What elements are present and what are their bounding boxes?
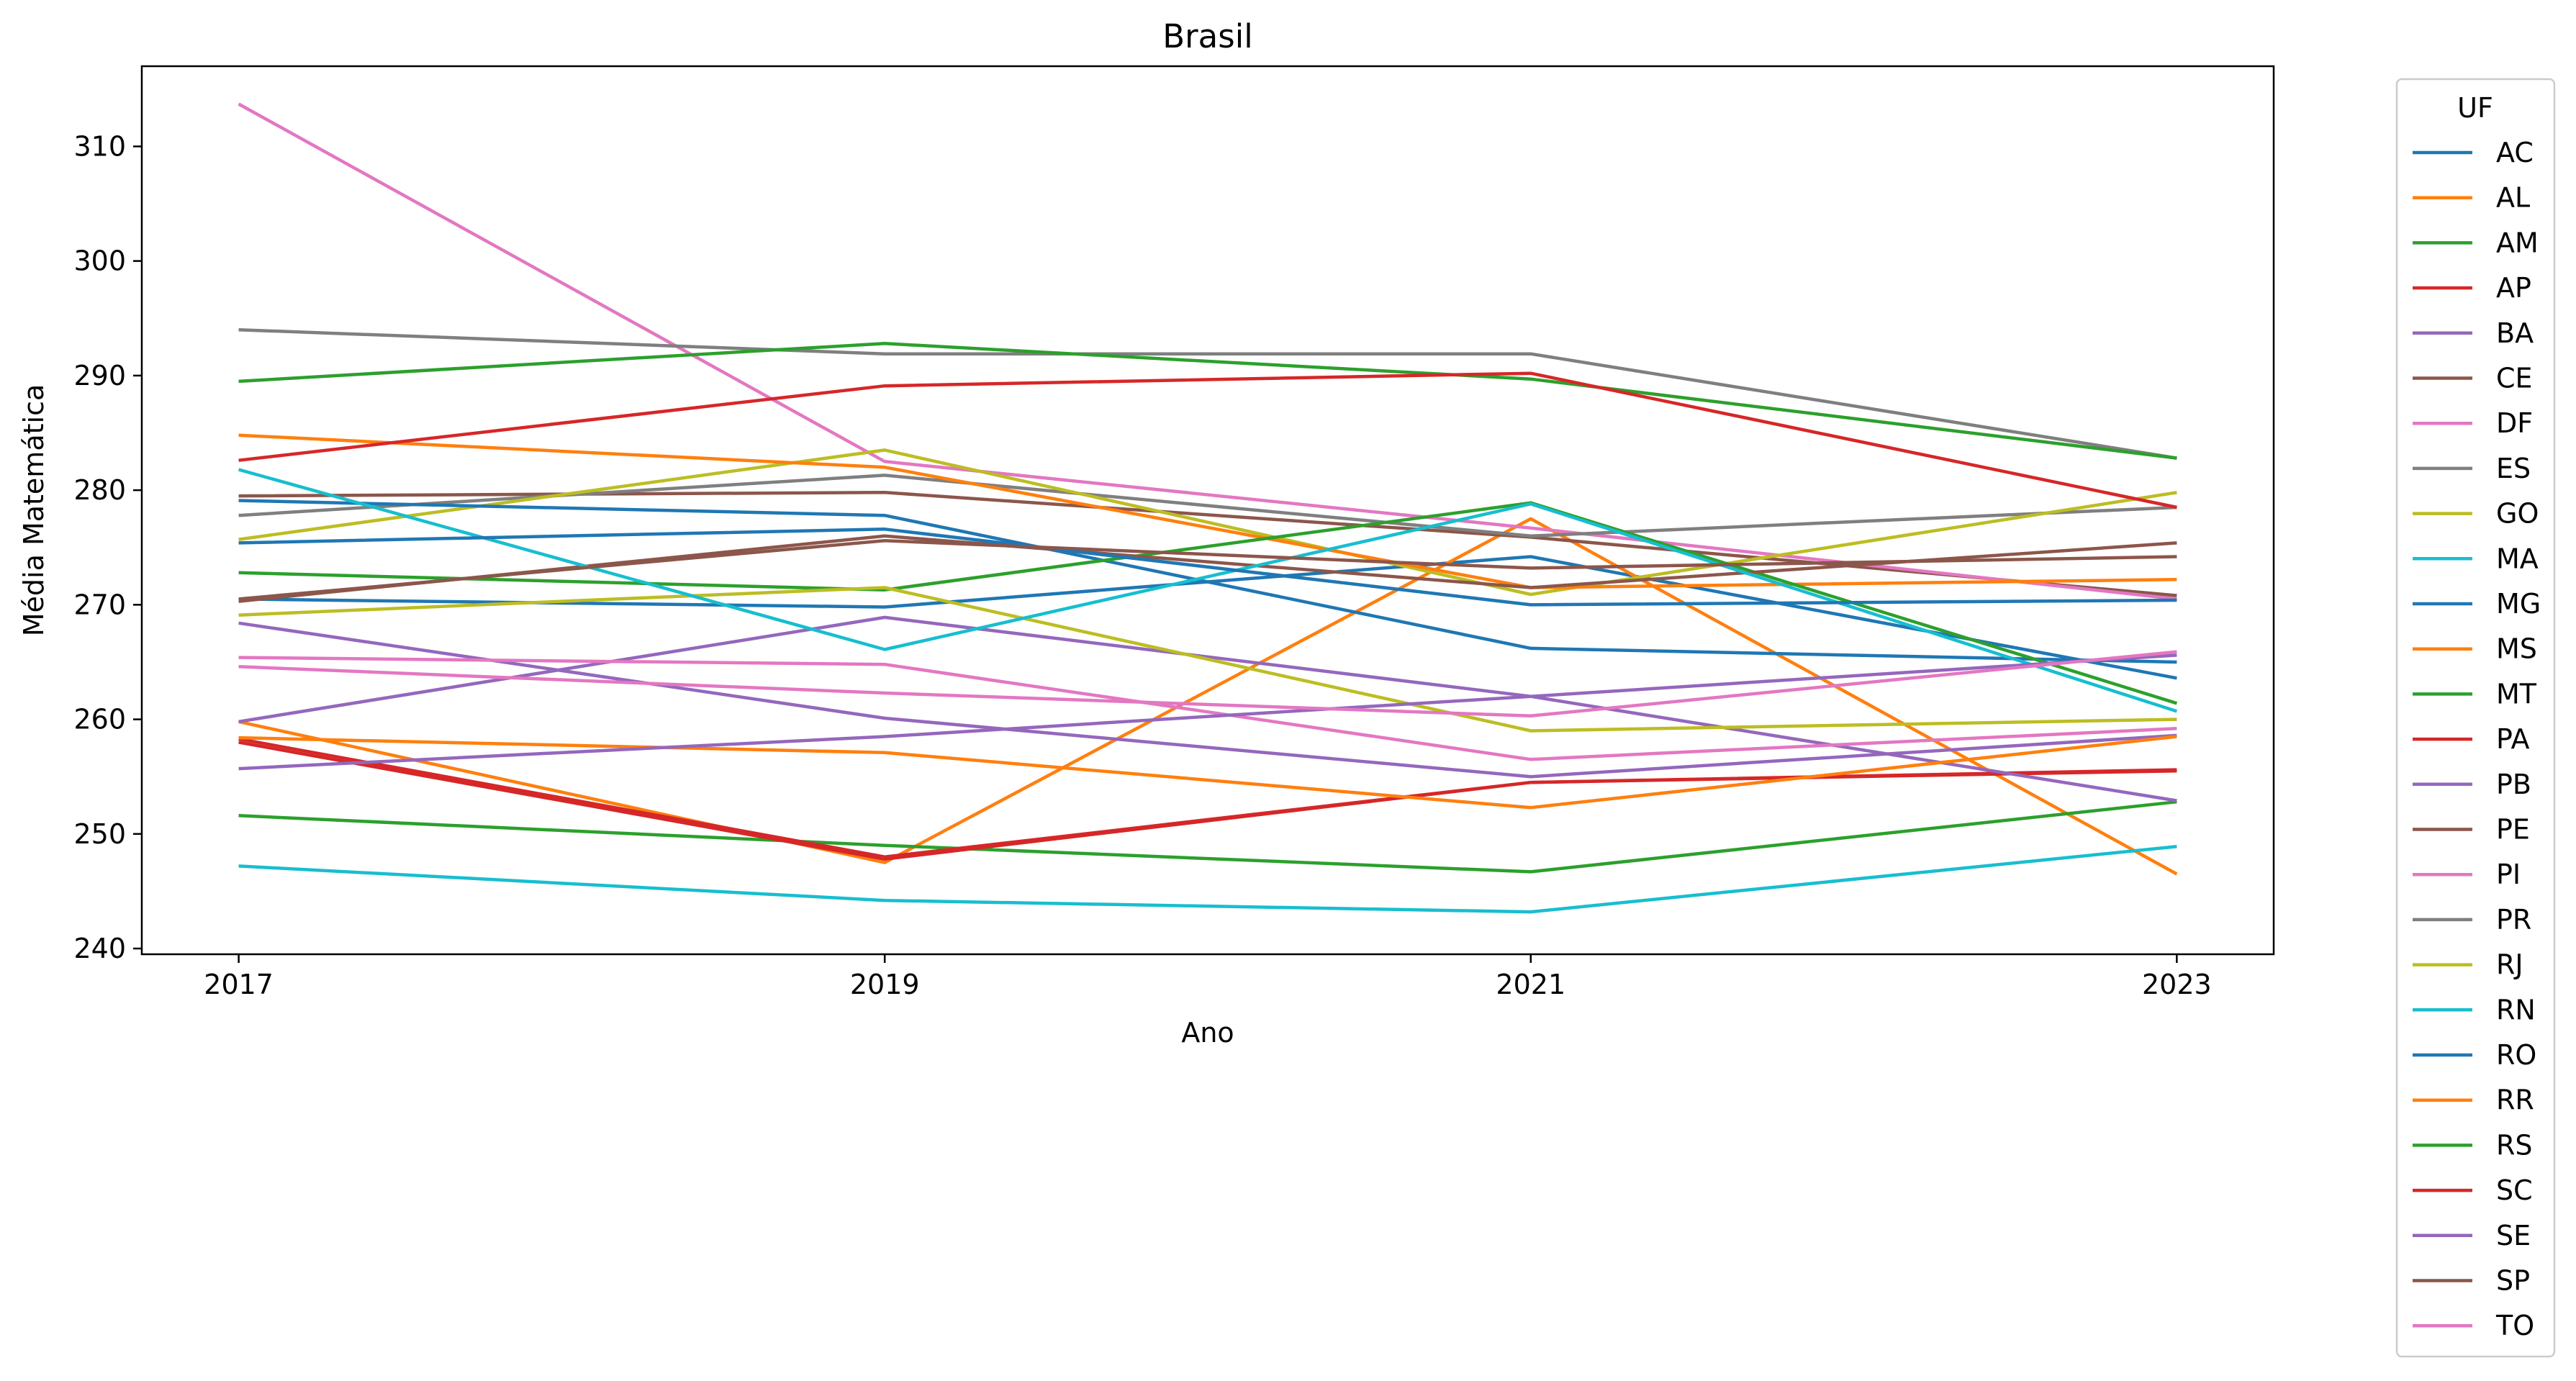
legend-item-se: SE bbox=[2413, 1220, 2531, 1251]
y-tick-label: 300 bbox=[73, 245, 126, 277]
legend-label: RJ bbox=[2496, 949, 2523, 981]
series-line-ma bbox=[238, 845, 2177, 914]
legend-item-pe: PE bbox=[2413, 814, 2530, 846]
series-line-pb bbox=[238, 615, 2177, 802]
legend-item-am: AM bbox=[2413, 227, 2539, 258]
legend-label: MS bbox=[2496, 633, 2537, 665]
legend-label: MT bbox=[2496, 678, 2537, 710]
legend-item-ac: AC bbox=[2413, 137, 2534, 168]
series-line-al bbox=[238, 517, 2178, 876]
x-tick-label: 2023 bbox=[2142, 969, 2212, 1000]
legend-label: TO bbox=[2495, 1310, 2534, 1341]
legend-label: SC bbox=[2496, 1174, 2533, 1206]
legend-item-ba: BA bbox=[2413, 317, 2534, 349]
legend-label: DF bbox=[2496, 407, 2533, 439]
legend-label: SP bbox=[2496, 1265, 2530, 1297]
legend-label: AC bbox=[2496, 137, 2534, 168]
legend: UF AC AL AM AP BA CE DF ES GO MA MG MS MT PA PB PE PI PR R… bbox=[2395, 78, 2556, 1358]
y-tick-label: 240 bbox=[73, 933, 126, 964]
legend-label: AL bbox=[2496, 182, 2530, 214]
legend-item-mg: MG bbox=[2413, 588, 2541, 620]
legend-label: AM bbox=[2496, 227, 2539, 258]
legend-item-ma: MA bbox=[2413, 543, 2539, 574]
legend-item-to: TO bbox=[2413, 1310, 2534, 1341]
legend-item-pr: PR bbox=[2413, 904, 2531, 936]
x-axis-label: Ano bbox=[1181, 1017, 1234, 1049]
legend-item-ap: AP bbox=[2413, 272, 2531, 304]
series-line-mg bbox=[238, 499, 2177, 664]
legend-label: MA bbox=[2496, 543, 2539, 574]
series-line-ms bbox=[238, 433, 2177, 589]
series-line-pi bbox=[238, 656, 2177, 761]
legend-item-ms: MS bbox=[2413, 633, 2537, 665]
series-line-sc bbox=[238, 371, 2177, 510]
legend-label: PE bbox=[2496, 814, 2530, 846]
y-tick-label: 310 bbox=[73, 130, 126, 162]
y-axis-label: Média Matemática bbox=[18, 384, 50, 637]
legend-item-go: GO bbox=[2413, 498, 2539, 530]
x-tick-label: 2021 bbox=[1496, 969, 1565, 1000]
legend-item-rs: RS bbox=[2413, 1129, 2533, 1161]
series-line-sp bbox=[238, 538, 2177, 601]
x-axis: 2017 2019 2021 2023 bbox=[204, 954, 2212, 1000]
series-line-ro bbox=[238, 528, 2177, 607]
series-line-pa bbox=[238, 737, 2177, 859]
legend-item-rj: RJ bbox=[2413, 949, 2523, 981]
legend-item-df: DF bbox=[2413, 407, 2533, 439]
series-line-go bbox=[238, 448, 2177, 597]
legend-label: ES bbox=[2496, 453, 2531, 484]
legend-item-ce: CE bbox=[2413, 363, 2533, 394]
x-tick-label: 2017 bbox=[204, 969, 274, 1000]
series-line-rs bbox=[238, 342, 2177, 460]
legend-label: RR bbox=[2496, 1085, 2534, 1116]
y-tick-label: 260 bbox=[73, 704, 126, 735]
legend-label: PI bbox=[2496, 859, 2521, 890]
y-axis: 240 250 260 270 280 290 300 310 bbox=[73, 130, 142, 964]
legend-item-mt: MT bbox=[2413, 678, 2537, 710]
legend-label: PR bbox=[2496, 904, 2531, 936]
series-line-am bbox=[238, 800, 2177, 874]
series-line-pr bbox=[238, 327, 2177, 460]
plot-frame bbox=[140, 65, 2275, 956]
legend-items: AC AL AM AP BA CE DF ES GO MA MG MS MT PA PB PE PI PR RJ RN… bbox=[2413, 137, 2541, 1341]
legend-label: SE bbox=[2496, 1220, 2531, 1251]
legend-label: RO bbox=[2496, 1039, 2536, 1071]
legend-label: BA bbox=[2496, 317, 2534, 349]
legend-item-pb: PB bbox=[2413, 769, 2531, 800]
y-tick-label: 270 bbox=[73, 589, 126, 620]
legend-item-al: AL bbox=[2413, 182, 2530, 214]
legend-item-ro: RO bbox=[2413, 1039, 2536, 1071]
legend-label: CE bbox=[2496, 363, 2533, 394]
chart-title: Brasil bbox=[1162, 17, 1252, 55]
legend-item-sc: SC bbox=[2413, 1174, 2533, 1206]
legend-label: MG bbox=[2496, 588, 2541, 620]
series-line-se bbox=[238, 653, 2177, 771]
legend-label: PA bbox=[2496, 723, 2529, 755]
legend-item-es: ES bbox=[2413, 453, 2531, 484]
legend-label: PB bbox=[2496, 769, 2531, 800]
legend-frame bbox=[2395, 78, 2556, 1358]
plot-lines bbox=[238, 102, 2178, 914]
y-tick-label: 290 bbox=[73, 360, 126, 391]
series-line-rj bbox=[238, 586, 2177, 733]
y-tick-label: 280 bbox=[73, 474, 126, 506]
legend-item-sp: SP bbox=[2413, 1265, 2530, 1297]
series-line-to bbox=[238, 650, 2177, 718]
series-line-rr bbox=[238, 735, 2177, 810]
series-line-rn bbox=[238, 468, 2178, 713]
legend-item-rr: RR bbox=[2413, 1085, 2534, 1116]
legend-label: RN bbox=[2496, 994, 2536, 1025]
legend-item-rn: RN bbox=[2413, 994, 2536, 1025]
x-tick-label: 2019 bbox=[850, 969, 920, 1000]
legend-label: GO bbox=[2496, 498, 2539, 530]
legend-label: RS bbox=[2496, 1129, 2533, 1161]
y-tick-label: 250 bbox=[73, 818, 126, 850]
legend-title: UF bbox=[2457, 92, 2493, 124]
legend-item-pi: PI bbox=[2413, 859, 2521, 890]
legend-item-pa: PA bbox=[2413, 723, 2529, 755]
legend-label: AP bbox=[2496, 272, 2531, 304]
